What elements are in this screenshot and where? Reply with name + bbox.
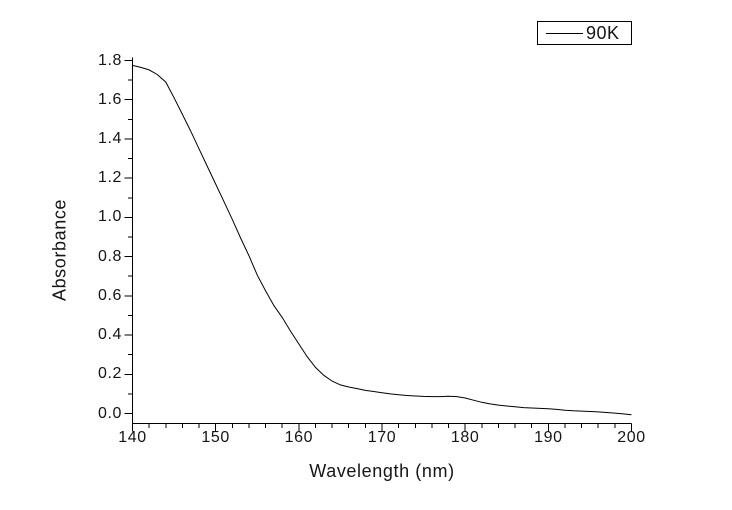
y-tick-label: 1.2 <box>97 169 122 187</box>
y-tick-label: 1.6 <box>97 90 122 108</box>
x-axis-title: Wavelength (nm) <box>309 461 455 481</box>
x-tick-label: 140 <box>118 429 147 446</box>
series-line-90K <box>132 64 632 416</box>
y-tick-label: 0.6 <box>97 286 122 304</box>
x-tick-label: 160 <box>284 429 314 446</box>
legend-box: 90K <box>537 21 632 45</box>
y-tick-label: 0.8 <box>97 247 122 265</box>
y-tick-label: 1.0 <box>97 208 122 226</box>
x-tick-label: 190 <box>534 429 563 446</box>
y-tick-label: 0.4 <box>97 326 122 344</box>
legend-label: 90K <box>586 23 620 43</box>
y-axis-title: Absorbance <box>49 198 70 302</box>
y-tick-label: 0.2 <box>97 365 122 383</box>
y-tick-label: 1.8 <box>97 51 122 69</box>
x-tick-label: 180 <box>450 429 480 446</box>
x-tick-label: 170 <box>367 429 397 446</box>
legend-line-sample-icon <box>546 32 583 34</box>
y-tick-label: 0.0 <box>97 404 122 422</box>
y-tick-label: 1.4 <box>97 129 122 147</box>
x-tick-label: 200 <box>617 429 646 446</box>
x-tick-label: 150 <box>201 429 230 446</box>
